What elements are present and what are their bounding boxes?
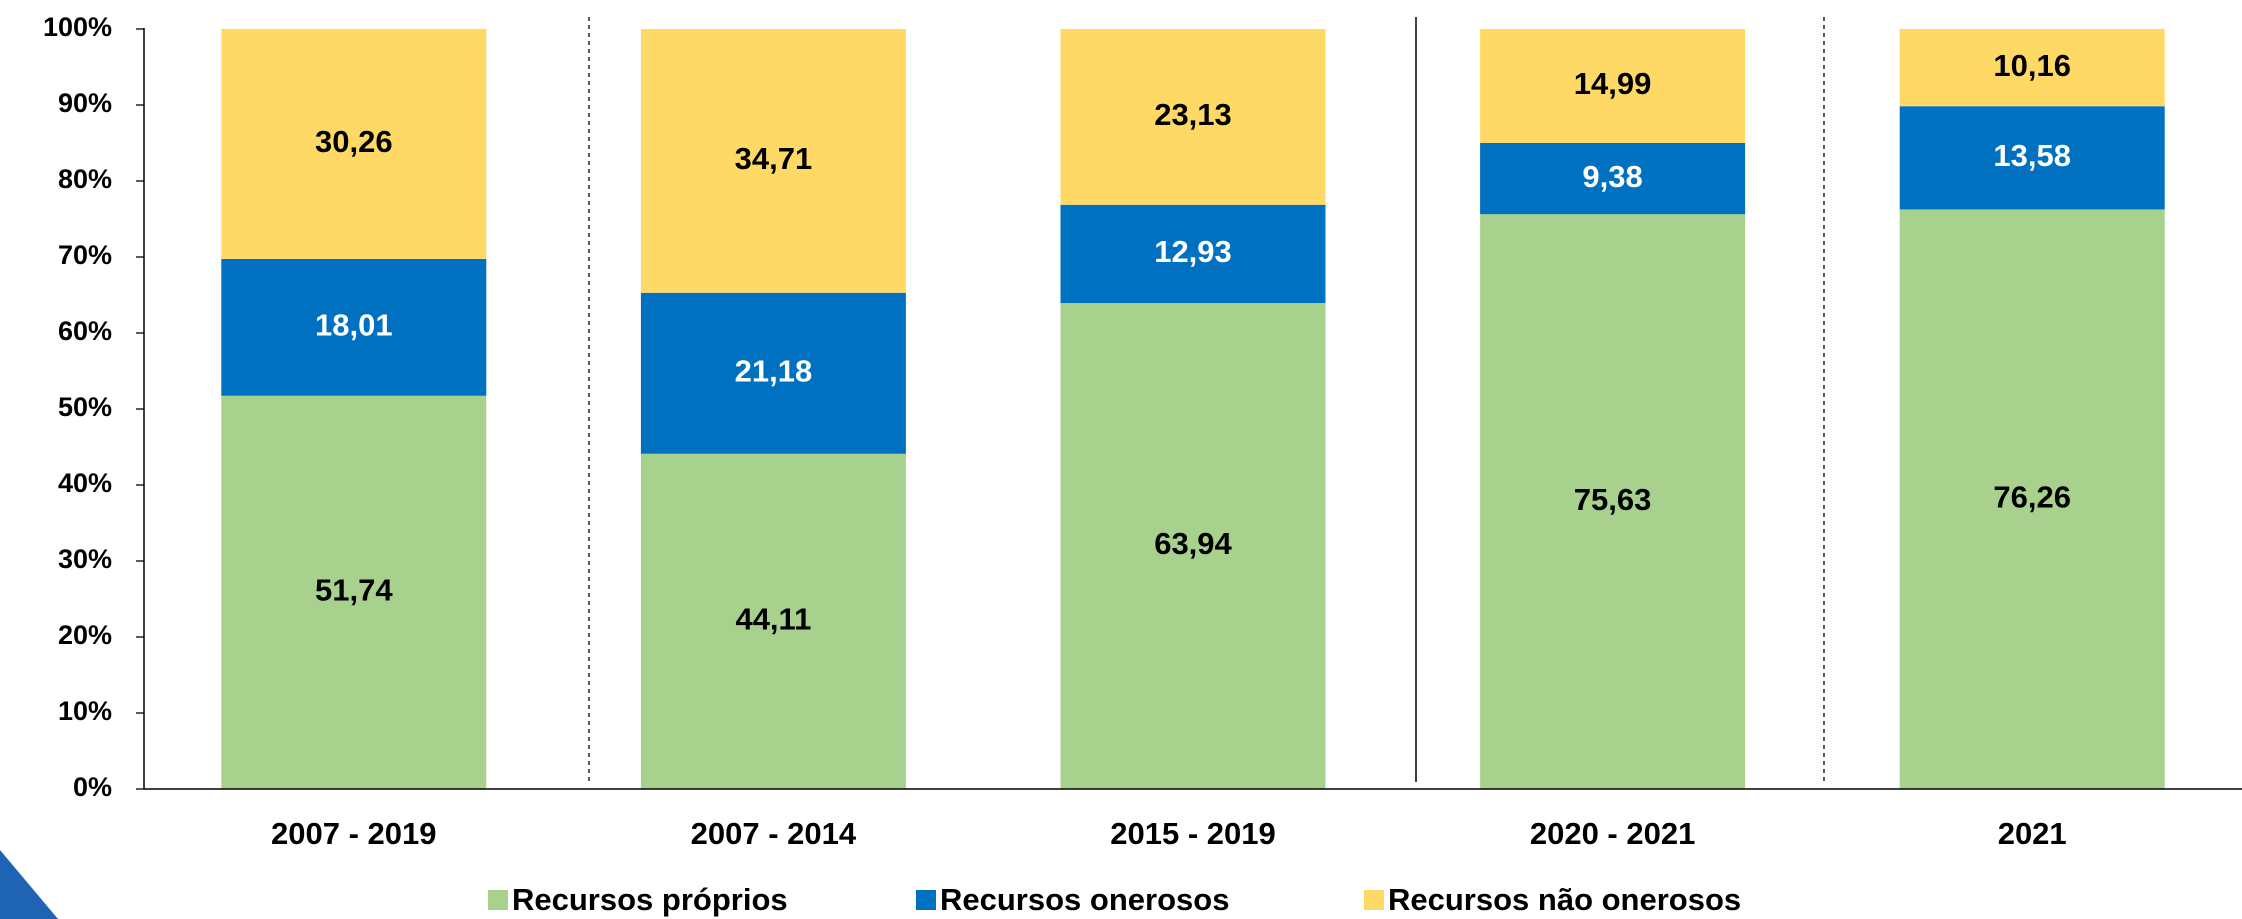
- bar-segment: [1899, 209, 2165, 789]
- x-tick-label: 2007 - 2019: [271, 816, 436, 851]
- legend-swatch: [1364, 890, 1384, 910]
- y-tick-label: 0%: [73, 772, 112, 802]
- bar-segment: [221, 28, 487, 259]
- y-tick-label: 10%: [58, 696, 112, 726]
- data-label: 10,16: [1993, 48, 2071, 83]
- bar-segment: [640, 453, 906, 789]
- bar-segment: [1899, 29, 2165, 107]
- y-tick-label: 70%: [58, 240, 112, 270]
- y-tick-label: 30%: [58, 544, 112, 574]
- bar-segment: [221, 395, 487, 789]
- data-label: 51,74: [315, 573, 393, 608]
- data-label: 18,01: [315, 308, 393, 343]
- legend-label: Recursos onerosos: [940, 882, 1229, 917]
- x-tick-label: 2020 - 2021: [1530, 816, 1695, 851]
- data-label: 34,71: [735, 141, 813, 176]
- bar-segment: [1480, 142, 1746, 215]
- x-tick-label: 2021: [1998, 816, 2067, 851]
- x-tick-label: 2015 - 2019: [1110, 816, 1275, 851]
- legend-label: Recursos não onerosos: [1388, 882, 1741, 917]
- y-tick-label: 20%: [58, 620, 112, 650]
- data-label: 75,63: [1574, 482, 1652, 517]
- y-tick-label: 100%: [43, 12, 112, 42]
- data-label: 76,26: [1993, 479, 2071, 514]
- y-tick-label: 60%: [58, 316, 112, 346]
- bar-segment: [1480, 214, 1746, 789]
- legend-swatch: [488, 890, 508, 910]
- data-label: 30,26: [315, 124, 393, 159]
- bar-segment: [640, 29, 906, 293]
- bar-segment: [640, 292, 906, 454]
- legend-label: Recursos próprios: [512, 882, 788, 917]
- y-tick-label: 90%: [58, 88, 112, 118]
- data-label: 44,11: [735, 602, 811, 637]
- bar-segment: [221, 258, 487, 396]
- data-label: 23,13: [1154, 97, 1232, 132]
- data-label: 63,94: [1154, 526, 1232, 561]
- y-tick-label: 50%: [58, 392, 112, 422]
- data-label: 13,58: [1993, 138, 2071, 173]
- bar-segment: [1060, 29, 1326, 205]
- bar-segment: [1480, 29, 1746, 143]
- data-label: 21,18: [735, 353, 813, 388]
- data-label: 12,93: [1154, 234, 1232, 269]
- y-tick-label: 40%: [58, 468, 112, 498]
- data-label: 14,99: [1574, 66, 1652, 101]
- bar-segment: [1060, 204, 1326, 304]
- y-tick-label: 80%: [58, 164, 112, 194]
- x-tick-label: 2007 - 2014: [691, 816, 857, 851]
- corner-decoration: [0, 850, 58, 919]
- bar-segment: [1060, 303, 1326, 789]
- data-label: 9,38: [1582, 159, 1642, 194]
- legend-swatch: [916, 890, 936, 910]
- bar-segment: [1899, 106, 2165, 210]
